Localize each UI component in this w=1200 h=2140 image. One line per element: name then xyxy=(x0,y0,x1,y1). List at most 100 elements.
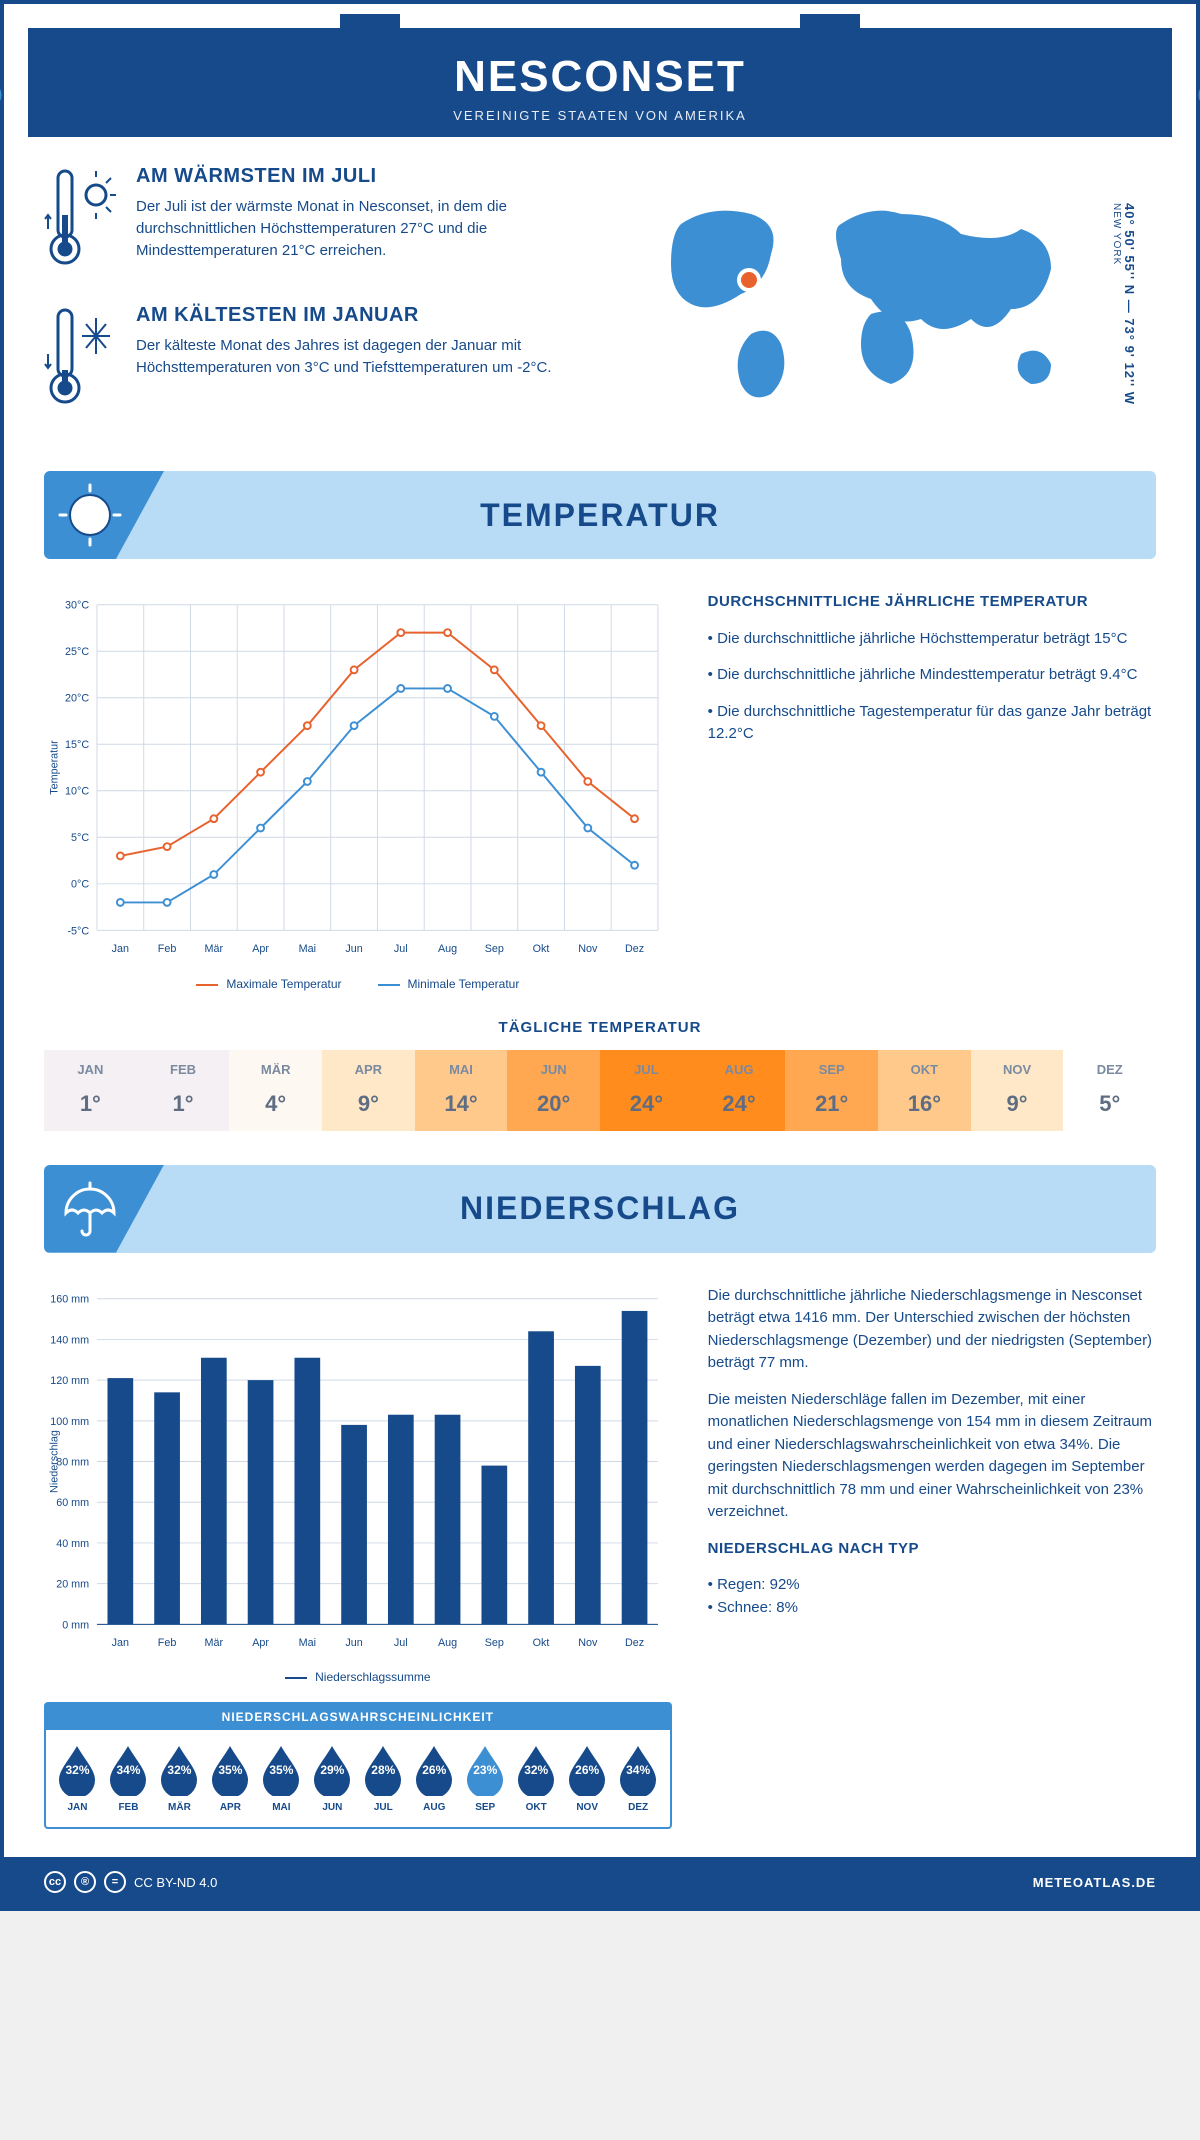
svg-text:40 mm: 40 mm xyxy=(56,1538,89,1550)
daily-temp-title: TÄGLICHE TEMPERATUR xyxy=(44,1019,1156,1036)
svg-text:Sep: Sep xyxy=(485,1637,504,1649)
precip-drop: 35%MAI xyxy=(256,1742,307,1813)
warmest-title: AM WÄRMSTEN IM JULI xyxy=(136,165,611,188)
precip-drop: 34%DEZ xyxy=(613,1742,664,1813)
temperature-banner: TEMPERATUR xyxy=(44,471,1156,559)
hero-banner: NESCONSET VEREINIGTE STAATEN VON AMERIKA xyxy=(28,28,1172,137)
temp-legend: Maximale Temperatur Minimale Temperatur xyxy=(44,977,672,991)
temp-side-text: DURCHSCHNITTLICHE JÄHRLICHE TEMPERATUR •… xyxy=(708,591,1156,991)
svg-text:140 mm: 140 mm xyxy=(50,1334,89,1346)
svg-text:Jun: Jun xyxy=(345,1637,362,1649)
page-title: NESCONSET xyxy=(28,52,1172,102)
svg-text:Aug: Aug xyxy=(438,1637,457,1649)
coldest-body: Der kälteste Monat des Jahres ist dagege… xyxy=(136,335,611,379)
precip-drop: 26%AUG xyxy=(409,1742,460,1813)
warmest-block: AM WÄRMSTEN IM JULI Der Juli ist der wär… xyxy=(44,165,611,280)
svg-text:0 mm: 0 mm xyxy=(62,1619,89,1631)
svg-text:5°C: 5°C xyxy=(71,832,89,844)
daily-temp-grid: JAN1°FEB1°MÄR4°APR9°MAI14°JUN20°JUL24°AU… xyxy=(44,1050,1156,1131)
svg-text:Jun: Jun xyxy=(345,943,362,955)
svg-text:Mär: Mär xyxy=(205,943,224,955)
svg-text:160 mm: 160 mm xyxy=(50,1293,89,1305)
svg-text:30°C: 30°C xyxy=(65,600,89,612)
svg-text:10°C: 10°C xyxy=(65,786,89,798)
precip-drop: 26%NOV xyxy=(562,1742,613,1813)
svg-text:100 mm: 100 mm xyxy=(50,1415,89,1427)
intro-row: AM WÄRMSTEN IM JULI Der Juli ist der wär… xyxy=(44,165,1156,443)
temperature-heading: TEMPERATUR xyxy=(480,497,720,534)
daily-cell: FEB1° xyxy=(137,1050,230,1131)
world-map-icon xyxy=(641,184,1101,424)
svg-text:20 mm: 20 mm xyxy=(56,1578,89,1590)
license: cc ® = CC BY-ND 4.0 xyxy=(44,1871,217,1893)
precip-drop: 32%MÄR xyxy=(154,1742,205,1813)
wind-icon xyxy=(1182,43,1200,123)
daily-cell: DEZ5° xyxy=(1063,1050,1156,1131)
thermometer-cold-icon xyxy=(44,304,118,419)
brand: METEOATLAS.DE xyxy=(1033,1875,1156,1890)
precipitation-bar-chart: 0 mm 20 mm 40 mm 60 mm 80 mm 100 mm 120 mm 140 … xyxy=(44,1285,672,1830)
daily-cell: APR9° xyxy=(322,1050,415,1131)
precip-drop: 35%APR xyxy=(205,1742,256,1813)
daily-cell: JUL24° xyxy=(600,1050,693,1131)
cc-icon: cc xyxy=(44,1871,66,1893)
svg-text:60 mm: 60 mm xyxy=(56,1497,89,1509)
svg-text:15°C: 15°C xyxy=(65,739,89,751)
page: NESCONSET VEREINIGTE STAATEN VON AMERIKA… xyxy=(0,0,1200,1911)
svg-text:Mär: Mär xyxy=(205,1637,224,1649)
svg-text:20°C: 20°C xyxy=(65,693,89,705)
svg-text:Apr: Apr xyxy=(252,1637,269,1649)
coldest-block: AM KÄLTESTEN IM JANUAR Der kälteste Mona… xyxy=(44,304,611,419)
warmest-body: Der Juli ist der wärmste Monat in Nescon… xyxy=(136,196,611,261)
precip-probability-box: NIEDERSCHLAGSWAHRSCHEINLICHKEIT 32%JAN34… xyxy=(44,1702,672,1829)
svg-text:Temperatur: Temperatur xyxy=(49,740,61,795)
precipitation-banner: NIEDERSCHLAG xyxy=(44,1165,1156,1253)
svg-text:Nov: Nov xyxy=(578,1637,598,1649)
coldest-title: AM KÄLTESTEN IM JANUAR xyxy=(136,304,611,327)
footer: cc ® = CC BY-ND 4.0 METEOATLAS.DE xyxy=(4,1857,1196,1907)
precip-drop: 28%JUL xyxy=(358,1742,409,1813)
svg-text:Feb: Feb xyxy=(158,943,177,955)
svg-text:Jan: Jan xyxy=(112,1637,129,1649)
by-icon: ® xyxy=(74,1871,96,1893)
svg-text:Jan: Jan xyxy=(112,943,129,955)
svg-text:Dez: Dez xyxy=(625,943,644,955)
wind-icon xyxy=(0,43,18,123)
precip-drop: 23%SEP xyxy=(460,1742,511,1813)
svg-text:Okt: Okt xyxy=(533,1637,550,1649)
precip-drop: 32%JAN xyxy=(52,1742,103,1813)
umbrella-icon xyxy=(44,1165,164,1253)
nd-icon: = xyxy=(104,1871,126,1893)
svg-text:Aug: Aug xyxy=(438,943,457,955)
daily-cell: MAI14° xyxy=(415,1050,508,1131)
coordinates: 40° 50' 55'' N — 73° 9' 12'' W NEW YORK xyxy=(1111,203,1137,405)
svg-text:0°C: 0°C xyxy=(71,879,89,891)
daily-cell: AUG24° xyxy=(693,1050,786,1131)
temperature-line-chart: -5°C 0°C 5°C 10°C 15°C 20°C 25°C 30°C Jan Feb Mär A… xyxy=(44,591,672,991)
svg-text:25°C: 25°C xyxy=(65,646,89,658)
precip-drop: 32%OKT xyxy=(511,1742,562,1813)
svg-text:-5°C: -5°C xyxy=(67,925,89,937)
svg-text:Niederschlag: Niederschlag xyxy=(49,1430,61,1493)
svg-text:Sep: Sep xyxy=(485,943,504,955)
page-subtitle: VEREINIGTE STAATEN VON AMERIKA xyxy=(28,108,1172,123)
daily-cell: SEP21° xyxy=(785,1050,878,1131)
daily-cell: OKT16° xyxy=(878,1050,971,1131)
svg-text:Mai: Mai xyxy=(299,1637,316,1649)
svg-text:Apr: Apr xyxy=(252,943,269,955)
svg-text:80 mm: 80 mm xyxy=(56,1456,89,1468)
sun-icon xyxy=(44,471,164,559)
precipitation-heading: NIEDERSCHLAG xyxy=(460,1190,740,1227)
svg-text:Feb: Feb xyxy=(158,1637,177,1649)
precip-side-text: Die durchschnittliche jährliche Niedersc… xyxy=(708,1285,1156,1830)
thermometer-hot-icon xyxy=(44,165,118,280)
svg-text:Mai: Mai xyxy=(299,943,316,955)
svg-text:Nov: Nov xyxy=(578,943,598,955)
svg-text:120 mm: 120 mm xyxy=(50,1375,89,1387)
precip-legend: Niederschlagssumme xyxy=(44,1670,672,1684)
daily-cell: MÄR4° xyxy=(229,1050,322,1131)
daily-cell: JUN20° xyxy=(507,1050,600,1131)
precip-drop: 34%FEB xyxy=(103,1742,154,1813)
daily-cell: NOV9° xyxy=(971,1050,1064,1131)
svg-text:Okt: Okt xyxy=(533,943,550,955)
